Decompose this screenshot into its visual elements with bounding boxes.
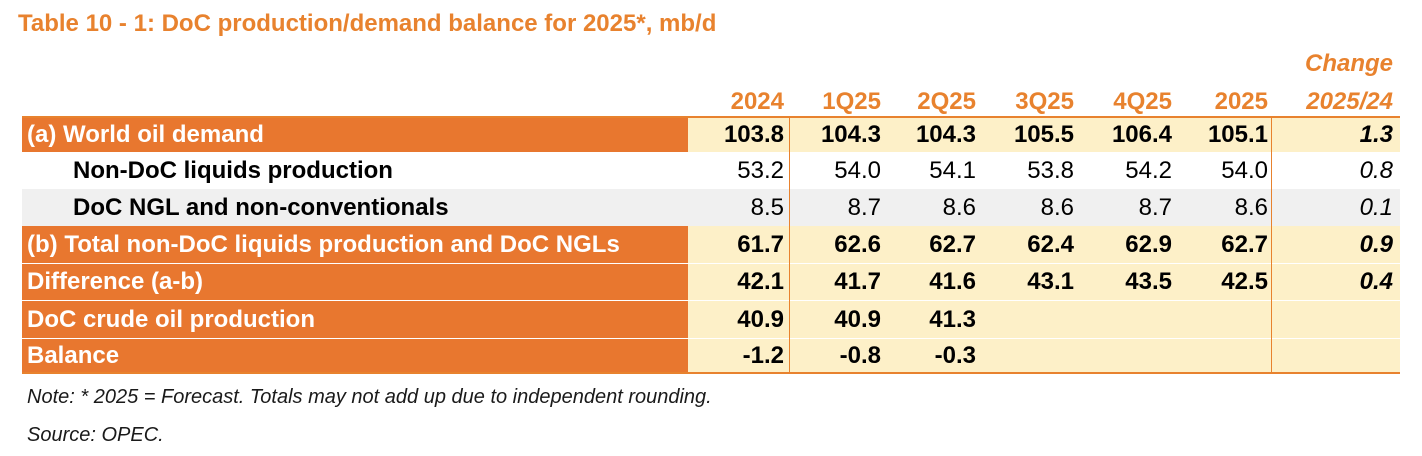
cell-2024: 8.5 bbox=[750, 193, 784, 221]
cell-1q25: 54.0 bbox=[834, 156, 881, 184]
cell-change: 0.9 bbox=[1359, 230, 1393, 258]
cell-1q25: 62.6 bbox=[834, 230, 881, 258]
cell-3q25: 53.8 bbox=[1027, 156, 1074, 184]
cell-4q25: 8.7 bbox=[1138, 193, 1172, 221]
cell-2024: 53.2 bbox=[737, 156, 784, 184]
table-row: DoC NGL and non-conventionals 8.5 8.7 8.… bbox=[22, 189, 1400, 226]
cell-1q25: 8.7 bbox=[847, 193, 881, 221]
table-row: Non-DoC liquids production 53.2 54.0 54.… bbox=[22, 152, 1400, 189]
cell-3q25: 8.6 bbox=[1040, 193, 1074, 221]
cell-2025: 54.0 bbox=[1221, 156, 1268, 184]
cell-3q25: 43.1 bbox=[1027, 268, 1074, 295]
col-header-2024: 2024 bbox=[730, 88, 784, 115]
cell-2025: 42.5 bbox=[1221, 268, 1268, 295]
cell-4q25: 62.9 bbox=[1125, 230, 1172, 258]
cell-2q25: 41.3 bbox=[929, 305, 976, 333]
col-header-2q25: 2Q25 bbox=[917, 88, 976, 115]
cell-change: 1.3 bbox=[1359, 121, 1393, 148]
bottom-rule bbox=[22, 372, 1400, 374]
col-header-2025: 2025 bbox=[1214, 88, 1268, 115]
table-row: (a) World oil demand 103.8 104.3 104.3 1… bbox=[22, 118, 1400, 152]
cell-change: 0.4 bbox=[1359, 268, 1393, 295]
cell-4q25: 106.4 bbox=[1111, 121, 1172, 148]
cell-2q25: 54.1 bbox=[929, 156, 976, 184]
table-title: Table 10 - 1: DoC production/demand bala… bbox=[18, 10, 717, 37]
row-separator bbox=[22, 263, 688, 264]
table-row: DoC crude oil production 40.9 40.9 41.3 bbox=[22, 301, 1400, 338]
table-source: Source: OPEC. bbox=[27, 424, 164, 446]
cell-2q25: 41.6 bbox=[929, 268, 976, 295]
cell-2025: 8.6 bbox=[1234, 193, 1268, 221]
table-row: (b) Total non-DoC liquids production and… bbox=[22, 226, 1400, 263]
table-row: Difference (a-b) 42.1 41.7 41.6 43.1 43.… bbox=[22, 264, 1400, 300]
cell-2q25: 8.6 bbox=[942, 193, 976, 221]
cell-4q25: 54.2 bbox=[1125, 156, 1172, 184]
cell-1q25: 41.7 bbox=[834, 268, 881, 295]
cell-2024: -1.2 bbox=[742, 341, 784, 369]
table-note: Note: * 2025 = Forecast. Totals may not … bbox=[27, 386, 712, 408]
table-row: Balance -1.2 -0.8 -0.3 bbox=[22, 339, 1400, 372]
cell-2025: 62.7 bbox=[1221, 230, 1268, 258]
cell-2q25: -0.3 bbox=[934, 341, 976, 369]
cell-2025: 105.1 bbox=[1207, 121, 1268, 148]
col-header-change: 2025/24 bbox=[1306, 88, 1393, 115]
row-separator bbox=[22, 338, 688, 339]
change-header-line1: Change bbox=[1304, 50, 1393, 77]
row-label: Balance bbox=[22, 339, 688, 372]
cell-2q25: 62.7 bbox=[929, 230, 976, 258]
cell-2024: 103.8 bbox=[723, 121, 784, 148]
cell-change: 0.1 bbox=[1359, 193, 1393, 221]
cell-2q25: 104.3 bbox=[915, 121, 976, 148]
cell-1q25: 104.3 bbox=[820, 121, 881, 148]
column-rule-2024 bbox=[789, 118, 790, 372]
cell-change: 0.8 bbox=[1359, 156, 1393, 184]
row-separator bbox=[22, 300, 688, 301]
col-header-3q25: 3Q25 bbox=[1015, 88, 1074, 115]
cell-2024: 61.7 bbox=[737, 230, 784, 258]
column-rule-2025 bbox=[1271, 118, 1272, 372]
row-label: DoC NGL and non-conventionals bbox=[73, 193, 449, 221]
header-rule bbox=[22, 116, 1400, 118]
cell-1q25: -0.8 bbox=[839, 341, 881, 369]
cell-2024: 40.9 bbox=[737, 305, 784, 333]
row-label: Difference (a-b) bbox=[22, 264, 688, 300]
row-label: (b) Total non-DoC liquids production and… bbox=[22, 226, 688, 263]
row-label: Non-DoC liquids production bbox=[73, 156, 393, 184]
col-header-4q25: 4Q25 bbox=[1113, 88, 1172, 115]
row-label: (a) World oil demand bbox=[22, 118, 688, 152]
row-label: DoC crude oil production bbox=[22, 301, 688, 338]
cell-3q25: 105.5 bbox=[1013, 121, 1074, 148]
col-header-1q25: 1Q25 bbox=[822, 88, 881, 115]
cell-4q25: 43.5 bbox=[1125, 268, 1172, 295]
cell-1q25: 40.9 bbox=[834, 305, 881, 333]
cell-3q25: 62.4 bbox=[1027, 230, 1074, 258]
cell-2024: 42.1 bbox=[737, 268, 784, 295]
